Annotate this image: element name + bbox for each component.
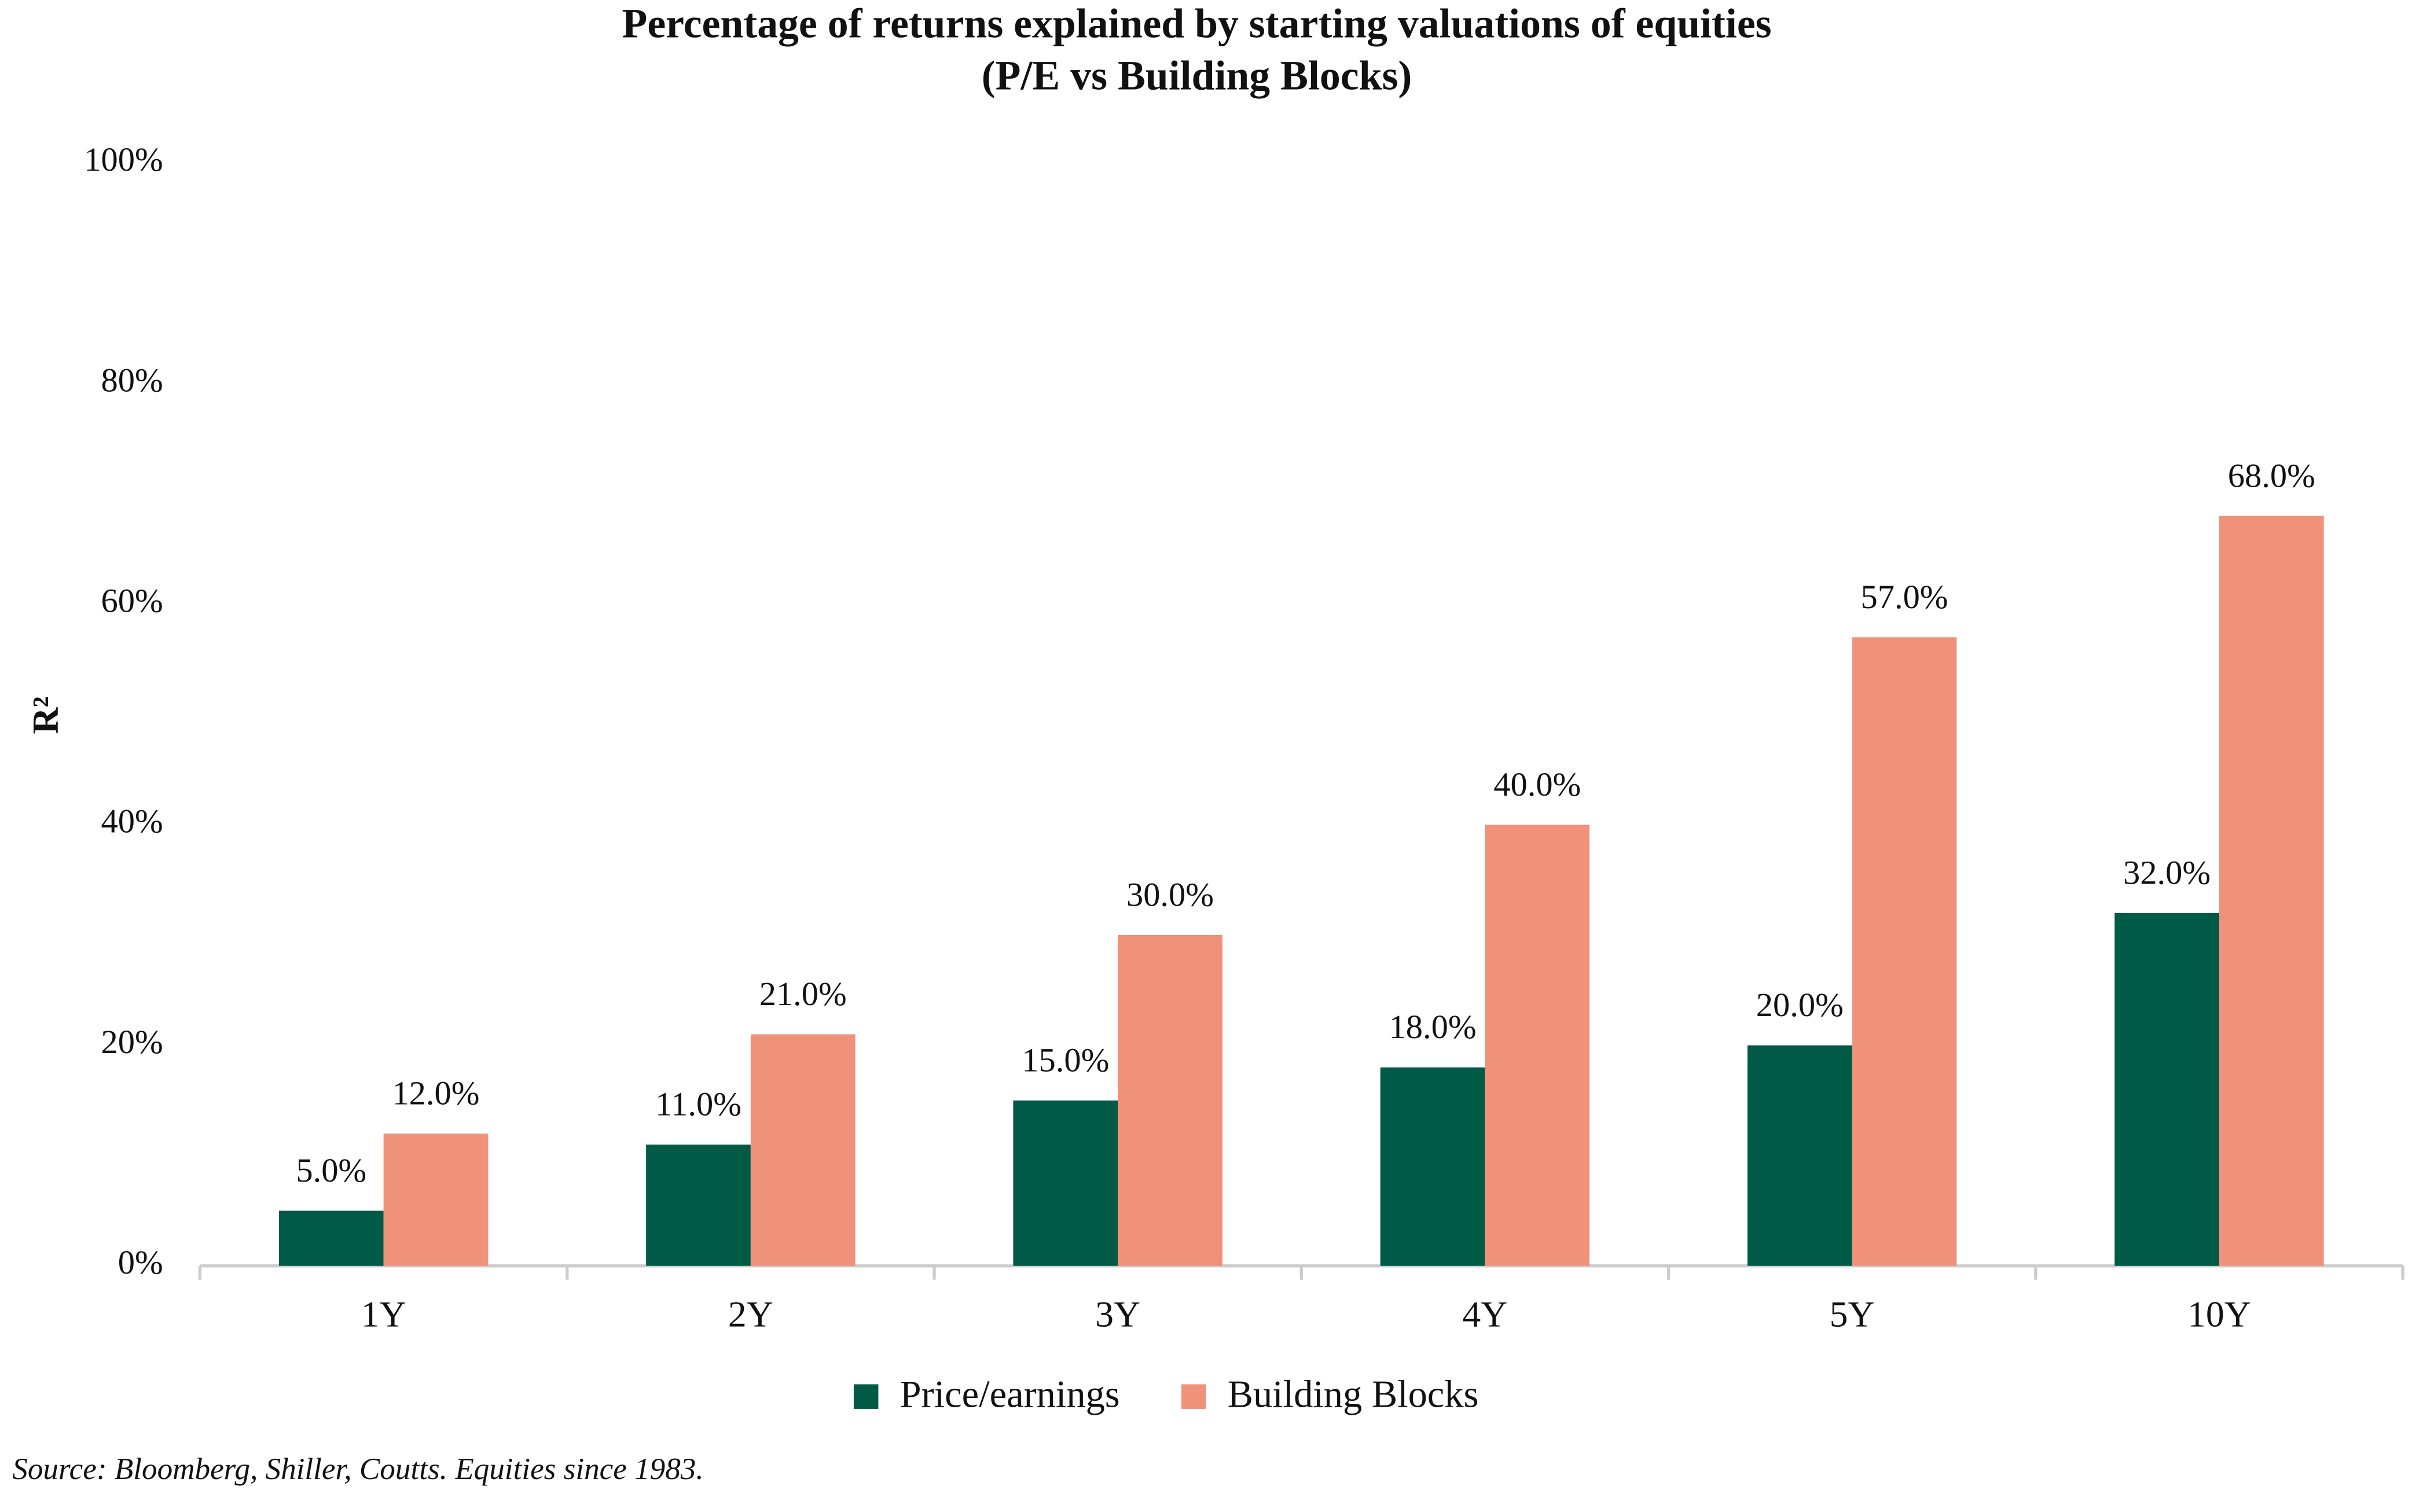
value-label: 11.0% — [655, 1086, 741, 1123]
bar — [2219, 516, 2324, 1266]
y-tick-label: 20% — [101, 1023, 163, 1061]
value-label: 32.0% — [2123, 854, 2211, 891]
legend-swatch — [1181, 1384, 1206, 1409]
x-tick-label: 1Y — [361, 1294, 406, 1335]
x-tick-label: 2Y — [728, 1294, 773, 1335]
legend-swatch — [853, 1384, 879, 1409]
value-label: 5.0% — [296, 1152, 366, 1189]
chart-title: Percentage of returns explained by start… — [622, 0, 1772, 46]
y-tick-label: 0% — [118, 1244, 163, 1281]
value-label: 18.0% — [1389, 1008, 1477, 1046]
bar — [1852, 637, 1957, 1266]
bar — [1485, 825, 1590, 1266]
x-tick-label: 4Y — [1462, 1294, 1507, 1335]
legend-label: Building Blocks — [1228, 1374, 1479, 1416]
source-note: Source: Bloomberg, Shiller, Coutts. Equi… — [12, 1452, 703, 1486]
bar — [646, 1145, 751, 1266]
y-tick-label: 100% — [84, 141, 163, 178]
bar — [278, 1211, 384, 1266]
legend-label: Price/earnings — [900, 1374, 1120, 1416]
y-tick-label: 40% — [101, 803, 163, 840]
y-axis-label: R² — [25, 696, 66, 734]
bar — [1747, 1045, 1852, 1266]
value-label: 40.0% — [1493, 766, 1581, 803]
x-tick-label: 5Y — [1830, 1294, 1875, 1335]
value-label: 30.0% — [1126, 876, 1214, 914]
bar — [750, 1034, 856, 1266]
value-label: 68.0% — [2228, 457, 2315, 494]
value-label: 57.0% — [1861, 578, 1948, 616]
y-tick-label: 60% — [101, 582, 163, 620]
chart-subtitle: (P/E vs Building Blocks) — [982, 53, 1412, 99]
bar — [1380, 1067, 1485, 1266]
bar — [1013, 1100, 1118, 1266]
value-label: 12.0% — [392, 1075, 479, 1112]
y-tick-label: 80% — [101, 361, 163, 399]
value-label: 21.0% — [759, 975, 847, 1013]
bar — [2114, 913, 2219, 1266]
x-tick-label: 10Y — [2187, 1294, 2251, 1335]
bar — [383, 1133, 489, 1266]
value-label: 20.0% — [1756, 986, 1844, 1024]
value-label: 15.0% — [1022, 1041, 1109, 1079]
x-tick-label: 3Y — [1095, 1294, 1140, 1335]
bar — [1118, 935, 1222, 1266]
